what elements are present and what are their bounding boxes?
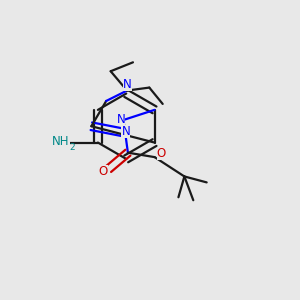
Text: NH: NH xyxy=(52,135,70,148)
Text: N: N xyxy=(122,125,130,138)
Text: O: O xyxy=(99,166,108,178)
Text: 2: 2 xyxy=(69,143,75,152)
Text: N: N xyxy=(123,77,132,91)
Text: N: N xyxy=(117,113,125,126)
Text: O: O xyxy=(157,147,166,160)
